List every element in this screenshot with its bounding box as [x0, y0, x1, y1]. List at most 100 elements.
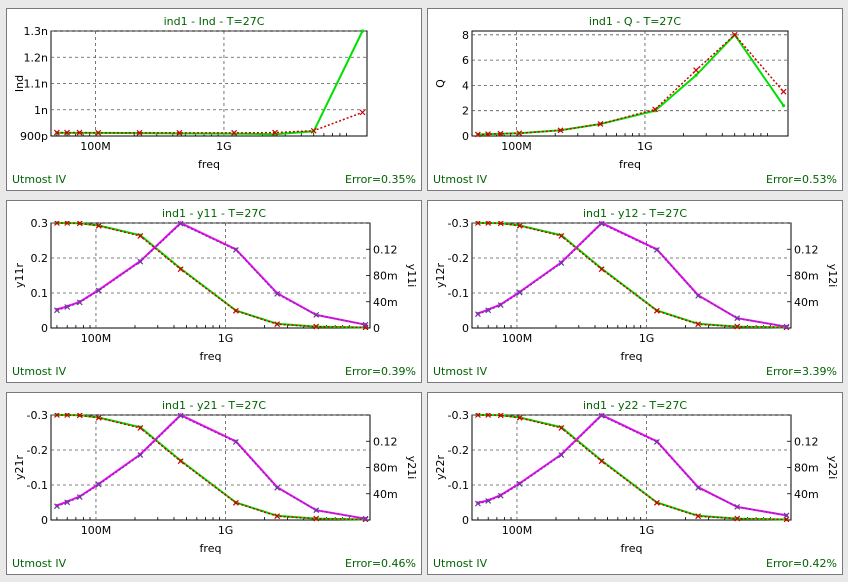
- simulated-point-marker: [137, 425, 144, 431]
- simulated-point-marker: [54, 307, 60, 314]
- y-tick-label: 900p: [20, 130, 48, 143]
- error-readout: Error=0.46%: [345, 557, 416, 570]
- simulated-point-marker: [54, 503, 60, 510]
- simulated-line: [56, 222, 366, 329]
- chart-panel-q: ind1 - Q - T=27C 100M 1G 0 2 4 6 8 freq Q Utmost…: [427, 8, 843, 191]
- simulated-point-marker: [598, 221, 605, 227]
- simulated-point-marker: [653, 307, 660, 314]
- plot-frame: [471, 414, 792, 521]
- simulated-point-marker: [734, 323, 741, 330]
- x-tick-label: 100M: [501, 140, 532, 153]
- simulated-point-marker: [310, 127, 317, 134]
- y2-tick-label: 40m: [794, 296, 819, 309]
- simulated-point-marker: [274, 321, 281, 328]
- simulated-point-marker: [516, 480, 523, 487]
- error-readout: Error=0.35%: [345, 173, 416, 186]
- simulated-point-marker: [783, 512, 790, 519]
- simulated-point-marker: [313, 323, 320, 330]
- simulated-point-marker: [695, 513, 702, 520]
- y2-tick-label: 40m: [794, 488, 819, 501]
- simulated-point-marker: [497, 302, 504, 308]
- simulated-point-marker: [558, 233, 565, 239]
- simulated-point-marker: [177, 221, 184, 227]
- x-tick-label: 100M: [80, 140, 111, 153]
- y-axis-label: y21r: [13, 455, 26, 481]
- y2-tick-label: 40m: [373, 488, 398, 501]
- chart-q: 100M 1G 0 2 4 6 8 freq Q: [434, 29, 789, 171]
- footer-label: Utmost IV: [12, 557, 67, 570]
- simulated-point-marker: [313, 311, 320, 318]
- y-axis-label: y11r: [13, 263, 26, 289]
- y-axis-label: y22r: [434, 455, 447, 481]
- simulated-point-marker: [176, 129, 183, 136]
- simulated-point-marker: [557, 127, 564, 134]
- footer-label: Utmost IV: [433, 557, 488, 570]
- x-tick-label: 1G: [639, 524, 655, 537]
- y-tick-label: 0.2: [31, 252, 49, 265]
- chart-title: ind1 - Ind - T=27C: [163, 15, 265, 28]
- y-tick-label: -0.3: [448, 217, 469, 230]
- chart-ind: 100M 1G 900p 1n 1.1n 1.2n 1.3n freq Ind: [13, 25, 368, 171]
- x-tick-label: 100M: [502, 524, 533, 537]
- simulated-point-marker: [734, 503, 741, 510]
- simulated-point-marker: [54, 221, 60, 226]
- chart-title: ind1 - y21 - T=27C: [161, 399, 267, 412]
- simulated-point-marker: [734, 315, 741, 322]
- y-tick-label: 8: [462, 29, 469, 42]
- simulated-point-marker: [272, 129, 278, 136]
- simulated-point-marker: [485, 307, 492, 314]
- y-tick-label: -0.2: [448, 444, 469, 457]
- y2-axis-label: y22i: [826, 456, 839, 480]
- simulated-point-marker: [313, 515, 320, 522]
- y2-tick-label: 80m: [373, 462, 398, 475]
- chart-panel-y12: ind1 - y12 - T=27C 100M 1G 0 -0.1 -0.2 -0.3 40…: [427, 200, 843, 383]
- y2-tick-label: 80m: [794, 270, 819, 283]
- y-tick-label: 1.1n: [24, 78, 48, 91]
- x-axis-label: freq: [198, 158, 220, 171]
- y2-tick-label: 0.12: [373, 435, 398, 448]
- plot-frame: [50, 414, 371, 521]
- simulated-line: [477, 33, 785, 136]
- y2-axis-label: y21i: [405, 456, 418, 480]
- simulated-point-marker: [474, 131, 481, 138]
- y-tick-label: 6: [462, 54, 469, 67]
- simulated-point-marker: [475, 500, 481, 507]
- y-tick-label: 0: [41, 322, 48, 335]
- simulated-point-marker: [64, 221, 71, 226]
- x-tick-label: 1G: [639, 332, 655, 345]
- simulated-point-marker: [76, 221, 83, 227]
- error-readout: Error=3.39%: [766, 365, 837, 378]
- chart-y22: 100M 1G 0 -0.1 -0.2 -0.3 40m 80m 0.12 y22i freq y22…: [434, 409, 839, 555]
- x-tick-label: 100M: [502, 332, 533, 345]
- simulated-point-marker: [362, 515, 369, 522]
- y2-tick-label: 80m: [794, 462, 819, 475]
- simulated-point-marker: [64, 499, 71, 506]
- series-group: [54, 221, 369, 330]
- chart-panel-ind: ind1 - Ind - T=27C 100M 1G 900p 1n 1.1n 1.2n 1…: [6, 8, 422, 191]
- series-group: [54, 413, 369, 522]
- y-tick-label: -0.1: [448, 479, 469, 492]
- error-readout: Error=0.42%: [766, 557, 837, 570]
- y-tick-label: 0: [462, 514, 469, 527]
- footer-label: Utmost IV: [433, 365, 488, 378]
- x-axis-label: freq: [621, 350, 643, 363]
- y-axis-label: y12r: [434, 263, 447, 289]
- simulated-point-marker: [359, 109, 366, 116]
- simulated-point-marker: [64, 129, 70, 136]
- simulated-point-marker: [95, 222, 102, 229]
- simulated-point-marker: [64, 304, 71, 310]
- simulated-point-marker: [653, 438, 660, 445]
- chart-title: ind1 - y11 - T=27C: [161, 207, 267, 220]
- simulated-point-marker: [64, 413, 71, 418]
- simulated-point-marker: [95, 129, 102, 136]
- simulated-point-marker: [137, 452, 144, 458]
- chart-panel-y22: ind1 - y22 - T=27C 100M 1G 0 -0.1 -0.2 -0.3 40…: [427, 392, 843, 575]
- simulated-line: [56, 414, 366, 521]
- simulated-point-marker: [274, 513, 281, 520]
- y2-tick-label: 40m: [373, 296, 398, 309]
- simulated-point-marker: [95, 287, 102, 294]
- simulated-line: [477, 414, 787, 521]
- x-tick-label: 1G: [216, 140, 232, 153]
- simulated-point-marker: [177, 266, 184, 273]
- y-tick-label: 0.1: [31, 287, 49, 300]
